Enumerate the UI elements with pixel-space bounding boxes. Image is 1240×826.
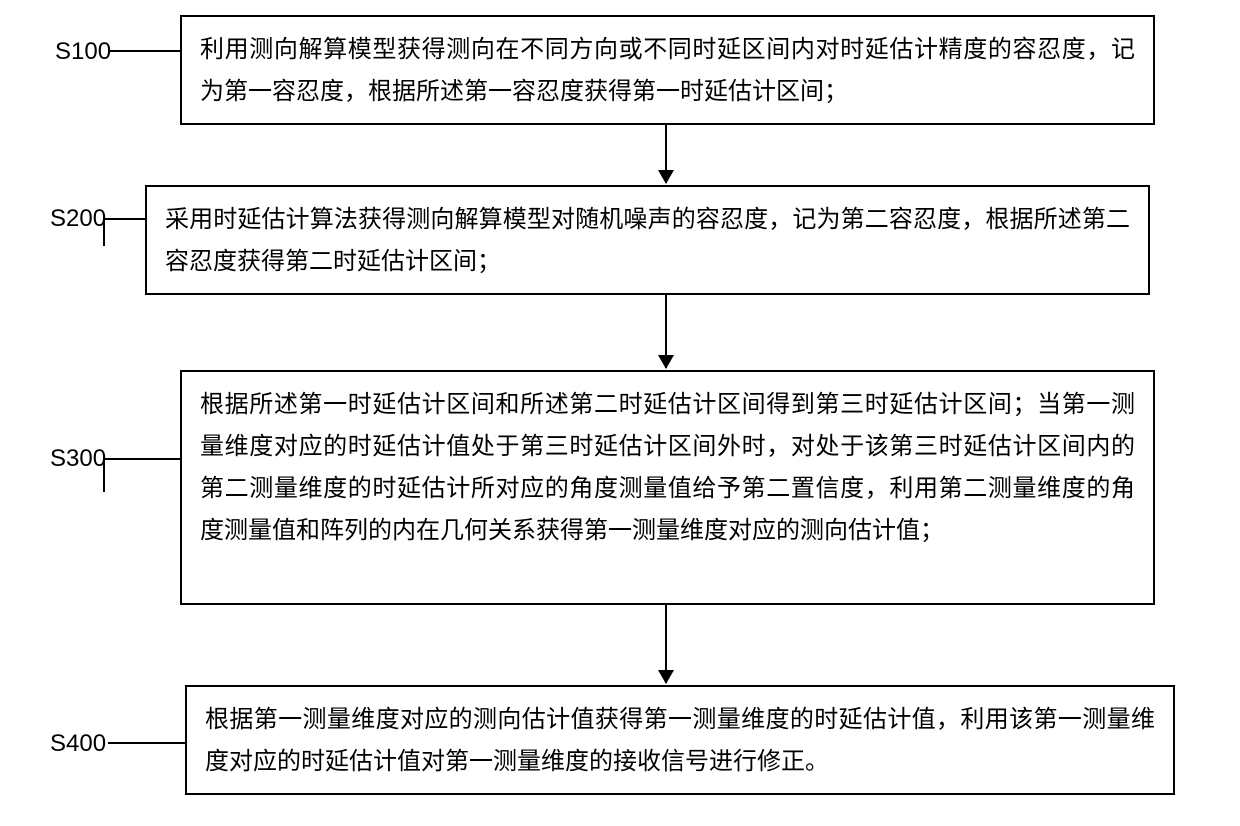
step-label-s300: S300 [50, 445, 106, 473]
arrow-s300-s400 [665, 605, 667, 683]
connector-s300-v [103, 458, 105, 492]
step-label-s100: S100 [55, 38, 111, 66]
step-box-s200: 采用时延估计算法获得测向解算模型对随机噪声的容忍度，记为第二容忍度，根据所述第二… [145, 185, 1150, 295]
connector-s200-v [103, 218, 105, 246]
step-box-s400: 根据第一测量维度对应的测向估计值获得第一测量维度的时延估计值，利用该第一测量维度… [185, 685, 1175, 795]
connector-s400 [108, 742, 185, 744]
step-label-s200: S200 [50, 205, 106, 233]
flowchart-container: S100 利用测向解算模型获得测向在不同方向或不同时延区间内对时延估计精度的容忍… [0, 0, 1240, 826]
connector-s100 [108, 50, 180, 52]
connector-s200-h [103, 218, 145, 220]
step-box-s100: 利用测向解算模型获得测向在不同方向或不同时延区间内对时延估计精度的容忍度，记为第… [180, 15, 1155, 125]
step-label-s400: S400 [50, 730, 106, 758]
connector-s300-h [103, 458, 180, 460]
step-box-s300: 根据所述第一时延估计区间和所述第二时延估计区间得到第三时延估计区间；当第一测量维… [180, 370, 1155, 605]
arrow-s200-s300 [665, 295, 667, 368]
arrow-s100-s200 [665, 125, 667, 183]
